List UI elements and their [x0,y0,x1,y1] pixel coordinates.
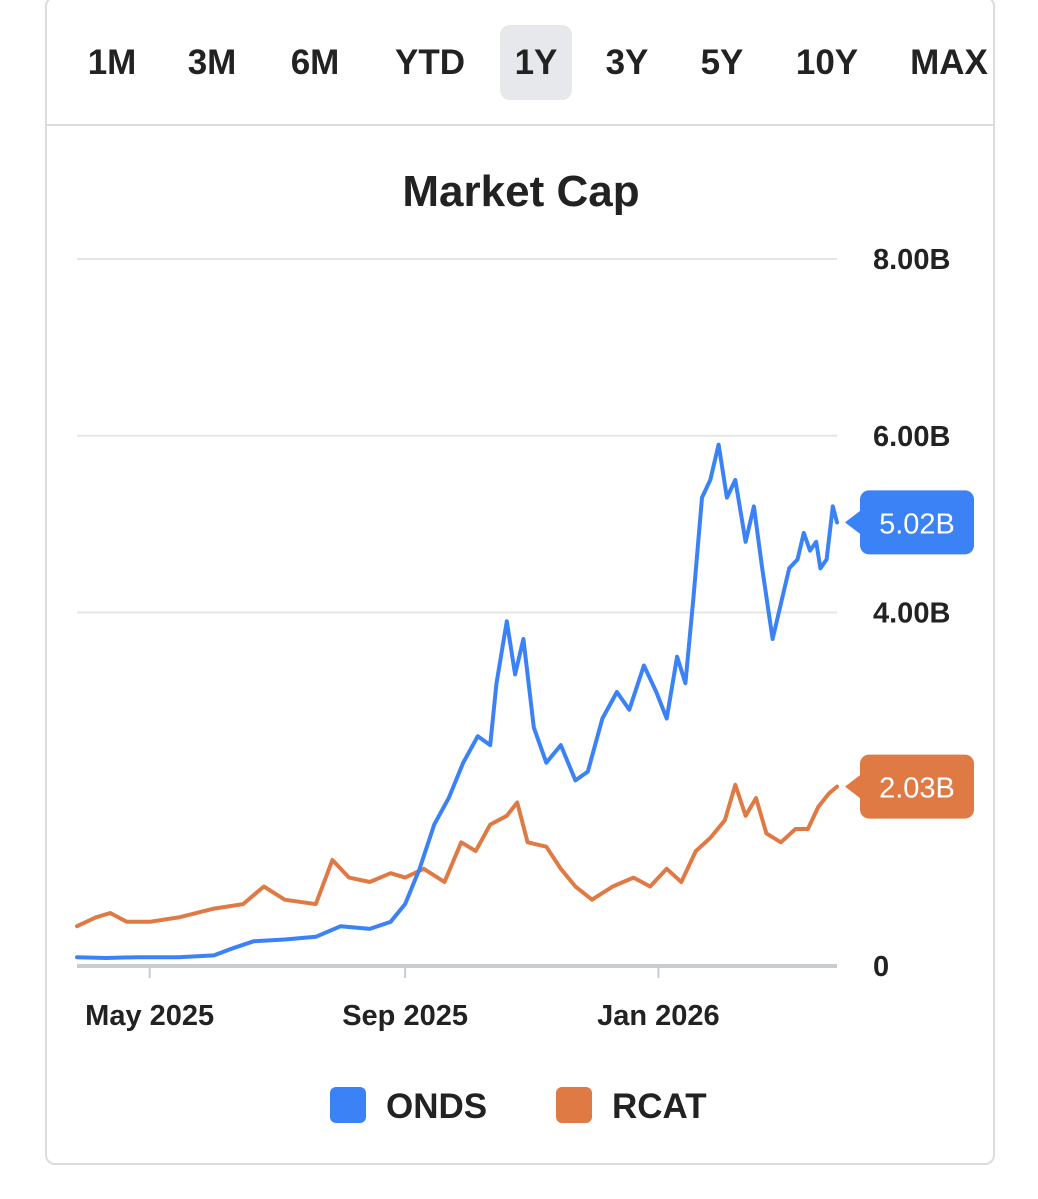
market-cap-chart: Market Cap May 2025 Sep 2025 Jan 2026 0 4.0… [75,167,974,1126]
chart-card: 1M 3M 6M YTD 1Y 3Y 5Y 10Y MAX Market Cap… [45,0,995,1165]
range-5y-button[interactable]: 5Y [700,43,744,82]
x-tick-label: May 2025 [85,1000,214,1032]
range-6m-button[interactable]: 6M [290,43,340,82]
tag-box [860,490,974,555]
last-value-tags: 5.02B 2.03B [845,490,974,819]
range-3m-button[interactable]: 3M [187,43,237,82]
series-line-rcat [75,782,839,929]
tag-value: 5.02B [879,508,955,540]
range-max-button[interactable]: MAX [910,43,988,82]
tag-value: 2.03B [879,773,955,805]
grid-lines [77,258,837,614]
legend-label: RCAT [612,1087,707,1126]
y-tick-label: 0 [873,951,889,983]
x-axis: May 2025 Sep 2025 Jan 2026 [77,964,837,1032]
legend-item-onds[interactable]: ONDS [330,1087,487,1126]
range-selector: 1M 3M 6M YTD 1Y 3Y 5Y 10Y MAX [47,0,993,126]
range-10y-button[interactable]: 10Y [795,43,859,82]
tag-pointer [845,509,862,536]
last-value-tag-rcat: 2.03B [845,754,974,819]
y-axis: 0 4.00B 6.00B 8.00B [873,244,950,983]
range-1y-button[interactable]: 1Y [500,25,572,100]
y-tick-label: 8.00B [873,244,950,276]
legend-label: ONDS [386,1087,487,1126]
y-tick-label: 6.00B [873,421,950,453]
legend-swatch [330,1087,366,1123]
x-tick-label: Sep 2025 [342,1000,468,1032]
chart-title: Market Cap [402,167,639,216]
series-line-onds [75,442,839,960]
y-tick-label: 4.00B [873,598,950,630]
range-1m-button[interactable]: 1M [87,43,137,82]
tag-box [860,754,974,819]
series-lines [75,442,839,960]
legend[interactable]: ONDS RCAT [330,1087,707,1126]
range-ytd-button[interactable]: YTD [395,43,465,82]
tag-pointer [845,773,862,800]
legend-swatch [556,1087,592,1123]
x-tick-label: Jan 2026 [597,1000,720,1032]
last-value-tag-onds: 5.02B [845,490,974,555]
legend-item-rcat[interactable]: RCAT [556,1087,707,1126]
range-3y-button[interactable]: 3Y [605,43,649,82]
